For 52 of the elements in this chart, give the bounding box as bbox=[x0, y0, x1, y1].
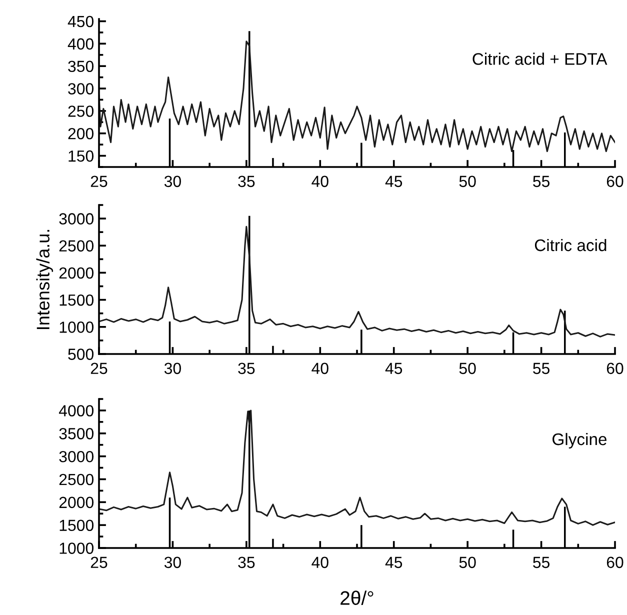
y-axis-title: Intensity/a.u. bbox=[36, 230, 54, 330]
x-tick-label: 60 bbox=[606, 556, 624, 568]
y-tick-label: 2500 bbox=[59, 474, 94, 486]
x-tick-label: 50 bbox=[459, 362, 476, 374]
text: Citric acid + EDTA bbox=[472, 52, 608, 65]
line-series bbox=[99, 410, 615, 526]
y-tick-label: 2000 bbox=[59, 267, 94, 279]
text: Citric acid bbox=[534, 238, 606, 252]
y-tick-label: 1500 bbox=[60, 294, 94, 306]
x-tick-label: 55 bbox=[533, 556, 550, 568]
x-tick-label: 45 bbox=[385, 556, 402, 568]
x-tick-label: 35 bbox=[238, 556, 255, 568]
y-tick-label: 2000 bbox=[59, 496, 94, 508]
y-tick-label: 250 bbox=[68, 106, 94, 117]
x-tick-label: 40 bbox=[312, 556, 328, 568]
x-tick-label: 50 bbox=[459, 176, 476, 188]
x-tick-label: 40 bbox=[312, 176, 328, 188]
y-tick-label: 3500 bbox=[59, 428, 94, 440]
x-tick-label: 30 bbox=[164, 556, 181, 568]
x-tick-label: 25 bbox=[90, 362, 108, 374]
x-tick-label: 60 bbox=[606, 362, 624, 374]
x-tick-label: 35 bbox=[238, 176, 255, 188]
text: Glycine bbox=[552, 432, 607, 448]
y-tick-label: 350 bbox=[68, 60, 94, 72]
y-tick-label: 2500 bbox=[59, 240, 94, 252]
line-series bbox=[99, 226, 615, 338]
x-tick-label: 45 bbox=[385, 176, 402, 188]
x-tick-label: 60 bbox=[606, 176, 624, 188]
y-tick-label: 200 bbox=[68, 128, 94, 140]
x-tick-label: 25 bbox=[90, 176, 108, 188]
y-tick-label: 300 bbox=[68, 83, 94, 94]
y-tick-label: 3000 bbox=[59, 213, 94, 224]
y-tick-label: 1500 bbox=[60, 520, 94, 532]
x-tick-label: 55 bbox=[533, 362, 550, 374]
y-tick-label: 500 bbox=[68, 348, 94, 360]
x-tick-label: 50 bbox=[459, 556, 476, 568]
y-tick-label: 450 bbox=[68, 16, 94, 28]
y-tick-label: 1000 bbox=[60, 322, 94, 333]
y-tick-label: 3000 bbox=[59, 450, 94, 462]
x-tick-label: 30 bbox=[164, 362, 181, 374]
y-tick-label: 400 bbox=[68, 38, 94, 50]
line-series bbox=[99, 40, 615, 152]
x-tick-label: 25 bbox=[90, 556, 108, 568]
y-tick-label: 1000 bbox=[60, 542, 94, 554]
x-axis-title: 2θ/° bbox=[340, 590, 374, 605]
y-tick-label: 150 bbox=[68, 150, 94, 162]
x-tick-label: 35 bbox=[238, 362, 255, 374]
x-tick-label: 45 bbox=[385, 362, 402, 374]
x-tick-label: 30 bbox=[164, 176, 181, 188]
x-tick-label: 40 bbox=[312, 362, 328, 374]
y-tick-label: 4000 bbox=[58, 405, 94, 416]
x-tick-label: 55 bbox=[533, 176, 550, 188]
